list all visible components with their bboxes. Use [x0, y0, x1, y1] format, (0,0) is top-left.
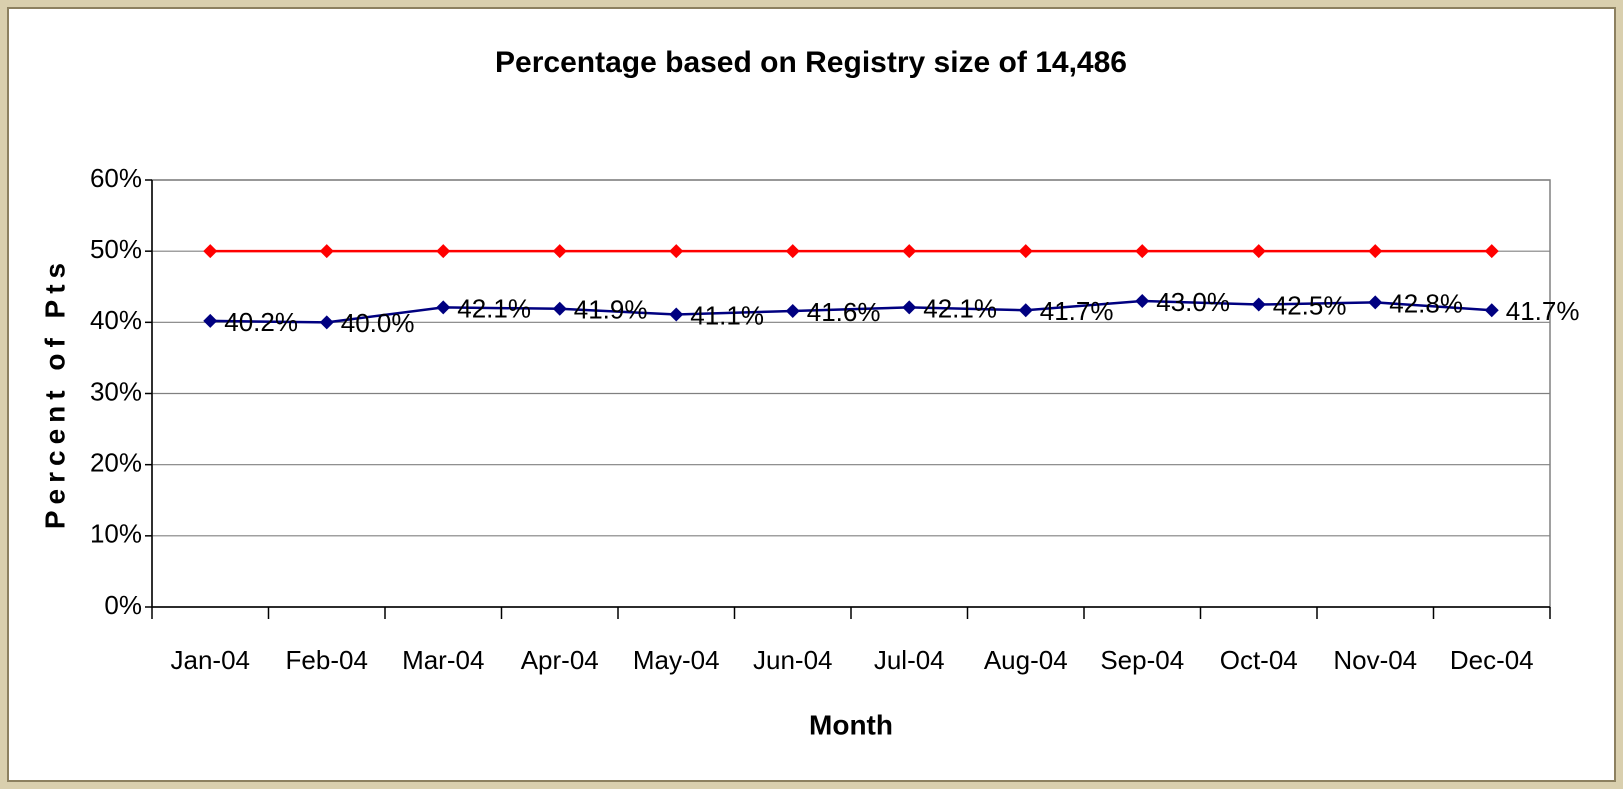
x-axis-label: Month [809, 709, 893, 740]
marker [436, 300, 451, 315]
series-line [210, 299, 1492, 324]
chart-title: Percentage based on Registry size of 14,… [495, 46, 1127, 79]
x-tick-label: Jul-04 [874, 645, 945, 675]
marker [785, 244, 800, 259]
marker [436, 244, 451, 259]
data-label: 42.1% [923, 293, 997, 323]
marker [319, 315, 334, 330]
marker [1484, 303, 1499, 318]
marker [1135, 293, 1150, 308]
data-label: 41.1% [690, 300, 764, 330]
data-label: 42.5% [1273, 290, 1347, 320]
marker [1251, 244, 1266, 259]
marker [1368, 244, 1383, 259]
x-tick-label: Mar-04 [402, 645, 484, 675]
x-tick-label: Dec-04 [1450, 645, 1534, 675]
marker [669, 244, 684, 259]
chart-area [7, 7, 1616, 782]
y-axis-label: Percent of Pts [39, 257, 70, 529]
marker [1251, 297, 1266, 312]
data-label: 41.6% [807, 297, 881, 327]
marker [1018, 244, 1033, 259]
data-label: 40.2% [224, 307, 298, 337]
x-tick-label: Aug-04 [984, 645, 1068, 675]
marker [203, 313, 218, 328]
y-tick-label: 50% [90, 234, 142, 264]
marker [669, 307, 684, 322]
data-label: 43.0% [1156, 287, 1230, 317]
marker [1135, 244, 1150, 259]
x-tick-label: Feb-04 [286, 645, 368, 675]
x-tick-label: Nov-04 [1333, 645, 1417, 675]
y-tick-label: 60% [90, 163, 142, 193]
marker [319, 244, 334, 259]
marker [1484, 244, 1499, 259]
y-tick-label: 30% [90, 376, 142, 406]
data-label: 42.8% [1389, 288, 1463, 318]
data-label: 42.1% [457, 293, 531, 323]
marker [902, 244, 917, 259]
marker [203, 244, 218, 259]
x-tick-label: Jun-04 [753, 645, 833, 675]
y-tick-label: 0% [104, 590, 142, 620]
x-tick-label: May-04 [633, 645, 720, 675]
marker [552, 244, 567, 259]
y-tick-label: 10% [90, 519, 142, 549]
x-tick-label: Apr-04 [521, 645, 599, 675]
x-tick-label: Jan-04 [171, 645, 251, 675]
data-label: 41.9% [574, 295, 648, 325]
marker [552, 301, 567, 316]
y-tick-label: 40% [90, 305, 142, 335]
marker [902, 300, 917, 315]
marker [785, 303, 800, 318]
x-tick-label: Oct-04 [1220, 645, 1298, 675]
marker [1018, 303, 1033, 318]
x-tick-label: Sep-04 [1100, 645, 1184, 675]
y-tick-label: 20% [90, 448, 142, 478]
data-label: 41.7% [1040, 296, 1114, 326]
data-label: 41.7% [1506, 296, 1580, 326]
marker [1368, 295, 1383, 310]
data-label: 40.0% [341, 308, 415, 338]
